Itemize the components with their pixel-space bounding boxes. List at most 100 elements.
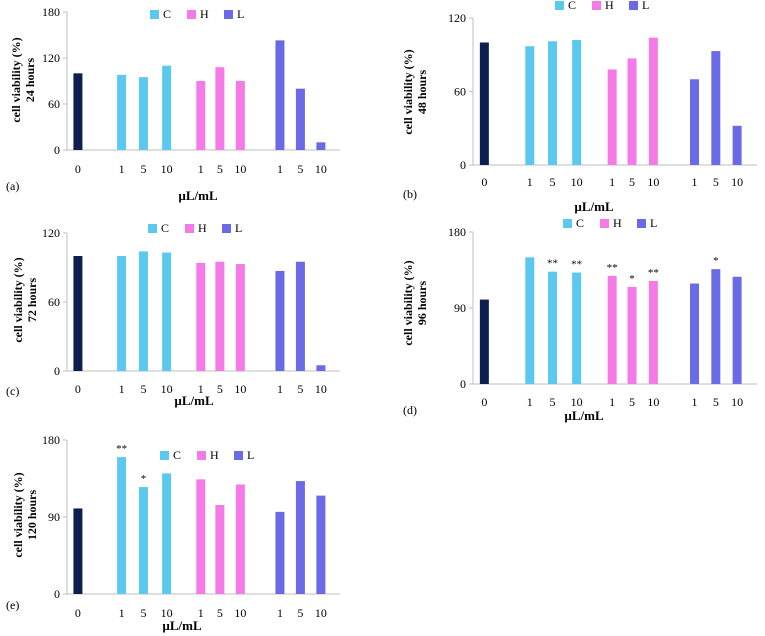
bar-L-5 bbox=[711, 269, 721, 384]
x-tick-label: 5 bbox=[217, 382, 223, 396]
bar-L-10 bbox=[316, 365, 326, 371]
bar-H-5 bbox=[627, 286, 637, 384]
bar-C-5 bbox=[138, 487, 148, 594]
x-axis-title: µL/mL bbox=[178, 188, 218, 203]
y-tick-label: 90 bbox=[454, 301, 466, 315]
legend-swatch-L bbox=[224, 10, 233, 19]
bar-L-5 bbox=[295, 261, 305, 371]
y-tick-label: 90 bbox=[48, 510, 60, 524]
y-tick-label: 60 bbox=[48, 97, 60, 111]
bar-C-5 bbox=[138, 251, 148, 371]
x-tick-label: 1 bbox=[527, 175, 533, 189]
x-tick-label: 5 bbox=[140, 162, 146, 176]
x-tick-label: 10 bbox=[161, 606, 173, 620]
bar-ctrl-0 bbox=[73, 73, 83, 150]
y-tick-label: 60 bbox=[48, 295, 60, 309]
legend-swatch-C bbox=[148, 224, 157, 233]
bar-L-10 bbox=[732, 276, 742, 384]
x-tick-label: 10 bbox=[234, 382, 246, 396]
y-tick-label: 0 bbox=[54, 143, 60, 157]
chart-panel-5: 0 90 180 cell viability (%) 120 hours 0 1 ** 5 * 1… bbox=[6, 433, 340, 633]
bar-L-10 bbox=[316, 142, 326, 150]
x-tick-label: 0 bbox=[75, 382, 81, 396]
x-axis-title: µL/mL bbox=[564, 408, 604, 423]
bar-C-5 bbox=[548, 41, 558, 165]
x-tick-label: 5 bbox=[713, 175, 719, 189]
bar-H-1 bbox=[196, 81, 206, 150]
bar-ctrl-0 bbox=[479, 42, 489, 165]
y-tick-label: 60 bbox=[454, 85, 466, 99]
x-tick-label: 10 bbox=[234, 162, 246, 176]
legend-label-L: L bbox=[650, 216, 657, 230]
x-tick-label: 10 bbox=[571, 395, 583, 409]
bar-ctrl-0 bbox=[73, 256, 83, 371]
bar-ctrl-0 bbox=[73, 508, 83, 594]
y-tick-label: 0 bbox=[460, 158, 466, 172]
legend-label-C: C bbox=[576, 216, 584, 230]
x-tick-label: 10 bbox=[161, 162, 173, 176]
significance-marker: * bbox=[629, 273, 635, 285]
y-axis-title: cell viability (%) bbox=[9, 37, 23, 122]
bar-C-10 bbox=[572, 40, 582, 165]
y-tick-label: 180 bbox=[448, 225, 466, 239]
y-axis-subtitle: 120 hours bbox=[25, 489, 39, 540]
bar-L-1 bbox=[275, 40, 285, 150]
x-tick-label: 1 bbox=[119, 606, 125, 620]
bar-L-5 bbox=[295, 88, 305, 150]
legend-label-H: H bbox=[210, 448, 219, 462]
legend-label-C: C bbox=[161, 221, 169, 235]
x-tick-label: 5 bbox=[140, 382, 146, 396]
bar-H-10 bbox=[235, 81, 245, 150]
x-tick-label: 1 bbox=[277, 606, 283, 620]
legend-label-L: L bbox=[237, 7, 244, 21]
x-tick-label: 10 bbox=[234, 606, 246, 620]
legend-swatch-L bbox=[222, 224, 231, 233]
x-tick-label: 10 bbox=[731, 395, 743, 409]
x-tick-label: 5 bbox=[550, 175, 556, 189]
bar-H-1 bbox=[196, 262, 206, 371]
legend-label-H: H bbox=[198, 221, 207, 235]
x-tick-label: 5 bbox=[297, 606, 303, 620]
significance-marker: ** bbox=[547, 258, 558, 270]
x-tick-label: 1 bbox=[609, 175, 615, 189]
y-tick-label: 180 bbox=[42, 433, 60, 447]
x-tick-label: 5 bbox=[140, 606, 146, 620]
bar-C-1 bbox=[117, 256, 127, 371]
bar-L-5 bbox=[295, 481, 305, 594]
x-tick-label: 10 bbox=[731, 175, 743, 189]
x-tick-label: 0 bbox=[75, 606, 81, 620]
bar-H-10 bbox=[648, 37, 658, 165]
bar-L-1 bbox=[690, 283, 700, 384]
significance-marker: ** bbox=[571, 259, 582, 271]
x-tick-label: 5 bbox=[713, 395, 719, 409]
x-tick-label: 5 bbox=[217, 606, 223, 620]
y-tick-label: 0 bbox=[54, 587, 60, 601]
bar-C-10 bbox=[162, 252, 172, 371]
bar-C-1 bbox=[117, 74, 127, 150]
x-tick-label: 0 bbox=[481, 175, 487, 189]
legend-swatch-H bbox=[187, 10, 196, 19]
y-tick-label: 180 bbox=[42, 5, 60, 19]
y-tick-label: 120 bbox=[448, 11, 466, 25]
legend-swatch-C bbox=[555, 1, 564, 10]
bar-H-1 bbox=[196, 479, 206, 594]
legend-swatch-L bbox=[629, 1, 638, 10]
x-tick-label: 0 bbox=[75, 162, 81, 176]
x-tick-label: 10 bbox=[571, 175, 583, 189]
bar-H-10 bbox=[235, 264, 245, 371]
legend-label-H: H bbox=[200, 7, 209, 21]
legend-label-C: C bbox=[163, 7, 171, 21]
legend-label-H: H bbox=[613, 216, 622, 230]
bar-L-10 bbox=[732, 125, 742, 165]
bar-ctrl-0 bbox=[479, 299, 489, 384]
legend-label-L: L bbox=[235, 221, 242, 235]
bar-C-5 bbox=[138, 77, 148, 150]
legend-swatch-L bbox=[234, 451, 243, 460]
bar-L-1 bbox=[275, 511, 285, 594]
